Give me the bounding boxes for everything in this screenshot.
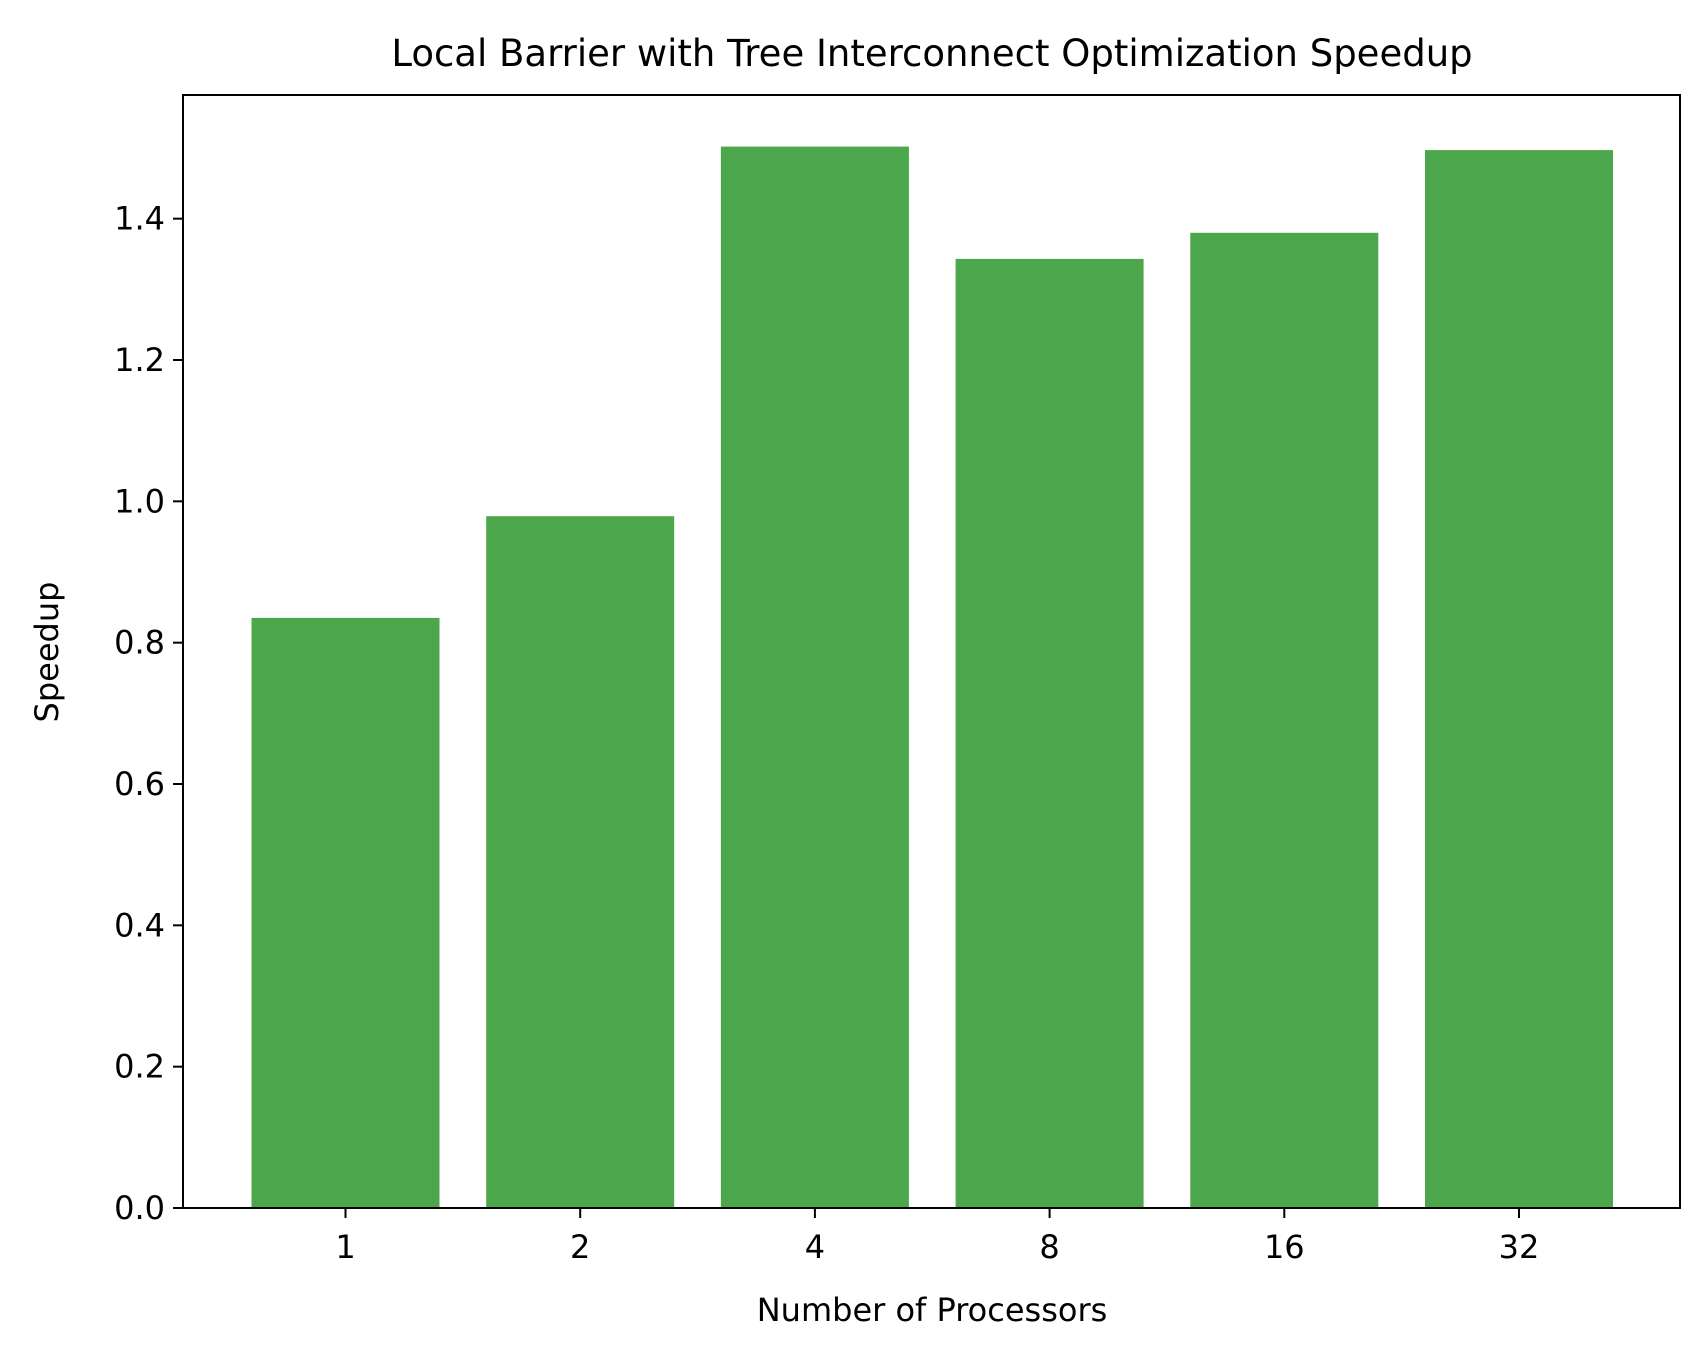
bar-2 bbox=[486, 516, 675, 1208]
y-tick-label: 0.0 bbox=[114, 1189, 165, 1227]
bar-8 bbox=[955, 258, 1144, 1208]
y-tick-label: 0.2 bbox=[114, 1048, 165, 1086]
y-tick-label: 1.0 bbox=[114, 482, 165, 520]
x-tick-label: 4 bbox=[805, 1228, 825, 1266]
x-axis-ticks: 1 2 4 8 16 32 bbox=[335, 1208, 1539, 1266]
y-tick-label: 0.6 bbox=[114, 765, 165, 803]
x-tick-label: 32 bbox=[1499, 1228, 1540, 1266]
y-tick-label: 1.2 bbox=[114, 341, 165, 379]
x-tick-label: 1 bbox=[335, 1228, 355, 1266]
x-tick-label: 8 bbox=[1039, 1228, 1059, 1266]
y-axis-label: Speedup bbox=[28, 582, 66, 723]
plot-frame bbox=[182, 94, 1681, 1209]
y-axis-ticks: 0.0 0.2 0.4 0.6 0.8 1.0 1.2 1.4 bbox=[114, 200, 183, 1227]
y-tick-label: 0.8 bbox=[114, 624, 165, 662]
bar-16 bbox=[1190, 232, 1379, 1209]
bar-1 bbox=[251, 617, 440, 1208]
bar-32 bbox=[1425, 150, 1613, 1209]
bar-4 bbox=[720, 146, 909, 1209]
y-tick-label: 1.4 bbox=[114, 200, 165, 238]
x-tick-label: 2 bbox=[570, 1228, 590, 1266]
x-tick-label: 16 bbox=[1264, 1228, 1305, 1266]
chart-title: Local Barrier with Tree Interconnect Opt… bbox=[391, 32, 1472, 75]
x-axis-label: Number of Processors bbox=[757, 1291, 1108, 1329]
bars-layer bbox=[251, 146, 1613, 1209]
y-tick-label: 0.4 bbox=[114, 906, 165, 944]
